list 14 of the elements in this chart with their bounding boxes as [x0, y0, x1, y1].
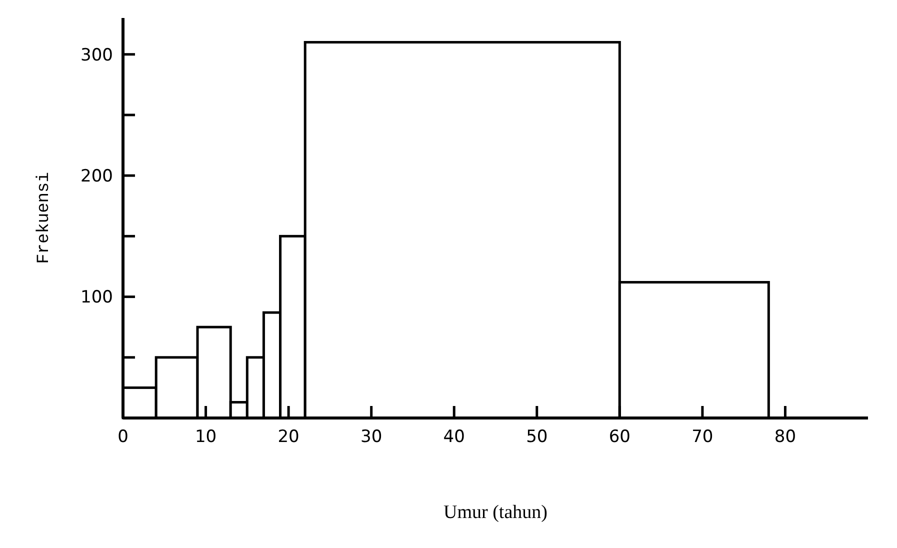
y-axis-title: Frekuensi: [35, 172, 54, 264]
y-tick-label: 300: [80, 45, 113, 66]
x-axis-title: Umur (tahun): [444, 502, 548, 523]
x-tick-label: 80: [774, 427, 796, 447]
x-tick-label: 20: [278, 427, 300, 447]
x-tick-label: 30: [360, 427, 382, 447]
x-tick-label: 60: [608, 427, 630, 447]
x-tick-label: 0: [118, 427, 128, 447]
y-tick-label: 200: [80, 166, 113, 187]
x-tick-label: 40: [443, 427, 465, 447]
x-tick-label: 50: [526, 427, 548, 447]
y-tick-label: 100: [80, 288, 113, 308]
x-tick-label: 10: [194, 427, 217, 447]
x-tick-label: 70: [692, 427, 714, 447]
